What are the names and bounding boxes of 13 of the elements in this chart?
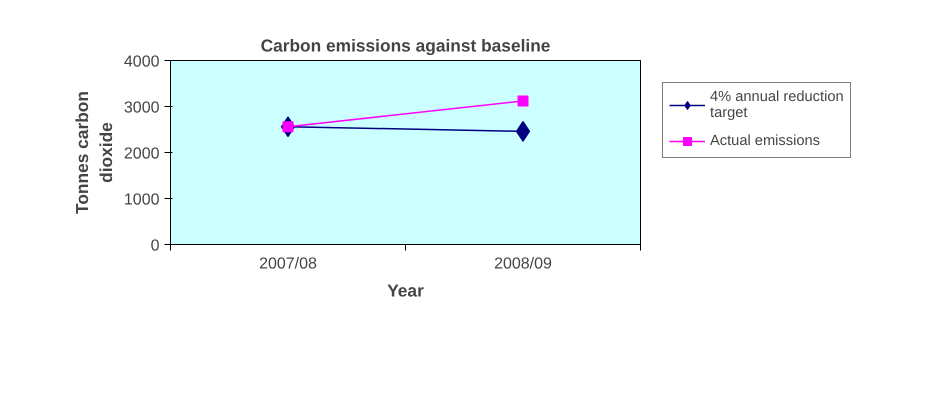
chart-title: Carbon emissions against baseline [260,36,551,56]
x-axis-title: Year [387,280,424,300]
point [518,95,528,106]
x-tick-label: 2007/08 [259,256,318,272]
y-tick-label: 2000 [124,146,160,162]
y-tick-label: 4000 [124,54,160,70]
legend-label: 4% annual reduction target [710,89,844,121]
y-tick-label: 3000 [124,100,160,116]
x-tick-label: 2008/09 [494,256,552,272]
y-axis-title: Tonnes carbon dioxide [72,91,116,214]
legend-label: Actual emissions [710,133,820,149]
y-tick-label: 1000 [124,192,160,208]
y-tick-label: 0 [150,238,160,254]
